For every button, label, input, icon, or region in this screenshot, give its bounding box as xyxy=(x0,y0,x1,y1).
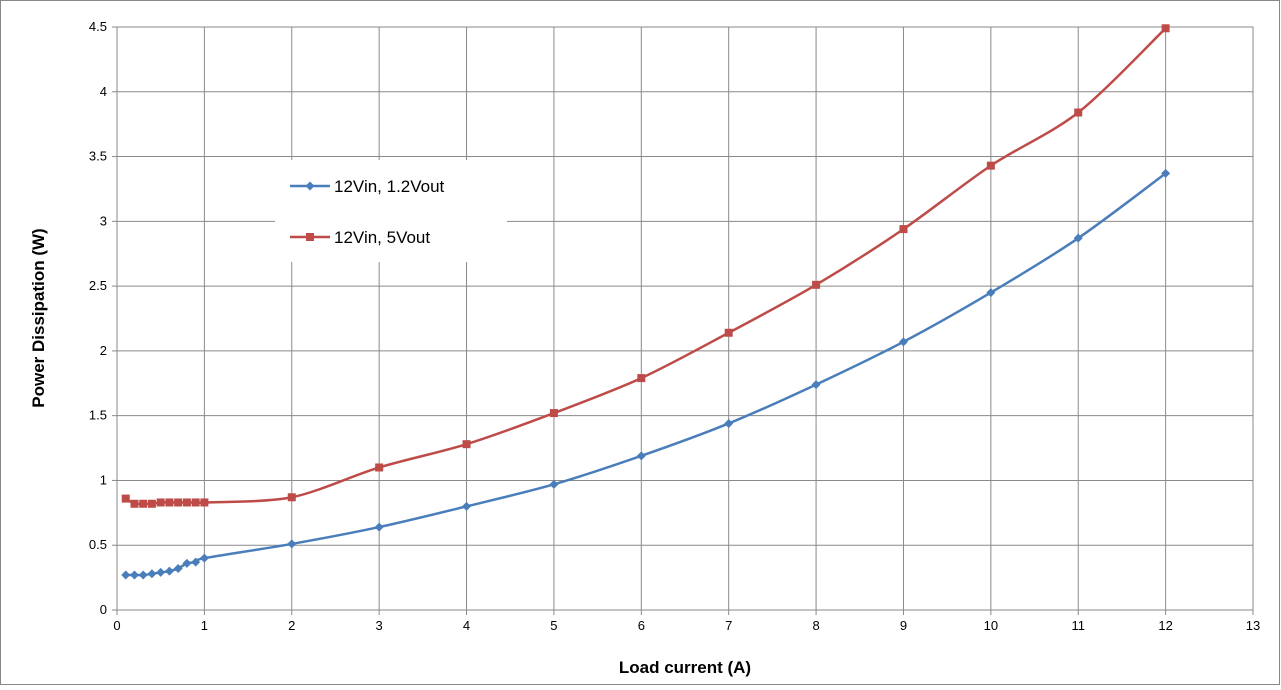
series-2-point xyxy=(147,499,156,508)
legend: 12Vin, 1.2Vout 12Vin, 5Vout xyxy=(275,160,507,262)
series-1-point xyxy=(156,567,166,577)
y-tick-label: 4.5 xyxy=(89,19,107,34)
series-1-point xyxy=(462,501,472,511)
series-2-point xyxy=(156,498,165,507)
x-tick-label: 9 xyxy=(900,618,907,633)
x-tick-label: 8 xyxy=(812,618,819,633)
series-1-point xyxy=(182,558,192,568)
x-tick-label: 13 xyxy=(1246,618,1260,633)
series-1-point xyxy=(287,539,297,549)
series-2-point xyxy=(165,498,174,507)
x-tick-label: 11 xyxy=(1071,618,1085,633)
series-2-point xyxy=(200,498,209,507)
legend-marker-series-2 xyxy=(306,233,314,241)
series-1-point xyxy=(173,564,183,574)
series-1-point xyxy=(138,570,148,580)
plot-area-border xyxy=(116,26,1254,611)
series-1-point xyxy=(121,570,131,580)
x-tick-label: 0 xyxy=(113,618,120,633)
series-1-point xyxy=(374,522,384,532)
series-2-point xyxy=(182,498,191,507)
y-tick-label: 2 xyxy=(100,343,107,358)
series-2 xyxy=(121,24,1170,508)
series-1-point xyxy=(549,479,559,489)
y-axis-title: Power Dissipation (W) xyxy=(29,228,48,407)
x-tick-label: 3 xyxy=(376,618,383,633)
x-tick-label: 10 xyxy=(984,618,998,633)
legend-box xyxy=(275,160,507,262)
series-1-point xyxy=(898,337,908,347)
x-tick-label: 1 xyxy=(201,618,208,633)
series-2-point xyxy=(375,463,384,472)
series-1 xyxy=(121,168,1171,580)
series-1-point xyxy=(147,569,157,579)
series-1-point xyxy=(199,553,209,563)
y-tick-label: 2.5 xyxy=(89,278,107,293)
series-2-point xyxy=(812,280,821,289)
y-tick-label: 4 xyxy=(100,84,107,99)
series-1-point xyxy=(191,557,201,567)
legend-label-series-1: 12Vin, 1.2Vout xyxy=(334,177,445,196)
x-tick-label: 12 xyxy=(1158,618,1172,633)
series-1-point xyxy=(811,380,821,390)
series-2-point xyxy=(637,374,646,383)
legend-marker-series-1 xyxy=(305,181,315,191)
legend-label-series-2: 12Vin, 5Vout xyxy=(334,228,430,247)
series-2-point xyxy=(139,499,148,508)
series-2-point xyxy=(121,494,130,503)
series-1-point xyxy=(986,288,996,298)
series-2-point xyxy=(899,225,908,234)
y-tick-label: 0.5 xyxy=(89,537,107,552)
series-1-point xyxy=(636,451,646,461)
y-tick-label: 3.5 xyxy=(89,149,107,164)
y-tick-label: 0 xyxy=(100,602,107,617)
series-1-point xyxy=(724,418,734,428)
series-1-point xyxy=(1073,233,1083,243)
series-2-point xyxy=(1074,108,1083,117)
series-2-point xyxy=(130,499,139,508)
series-2-point xyxy=(462,440,471,449)
x-axis-title: Load current (A) xyxy=(619,658,751,677)
x-tick-label: 4 xyxy=(463,618,470,633)
series-1-point xyxy=(129,570,139,580)
series-group xyxy=(121,24,1171,580)
series-2-point xyxy=(986,161,995,170)
series-2-point xyxy=(549,409,558,418)
y-tick-label: 1 xyxy=(100,472,107,487)
series-2-point xyxy=(174,498,183,507)
x-tick-label: 6 xyxy=(638,618,645,633)
x-tick-label: 7 xyxy=(725,618,732,633)
y-tick-label: 1.5 xyxy=(89,408,107,423)
series-2-point xyxy=(1161,24,1170,33)
series-2-point xyxy=(287,493,296,502)
x-tick-label: 2 xyxy=(288,618,295,633)
x-tick-label: 5 xyxy=(550,618,557,633)
series-1-point xyxy=(1161,168,1171,178)
series-2-point xyxy=(191,498,200,507)
y-tick-label: 3 xyxy=(100,213,107,228)
series-2-point xyxy=(724,328,733,337)
series-1-point xyxy=(164,566,174,576)
